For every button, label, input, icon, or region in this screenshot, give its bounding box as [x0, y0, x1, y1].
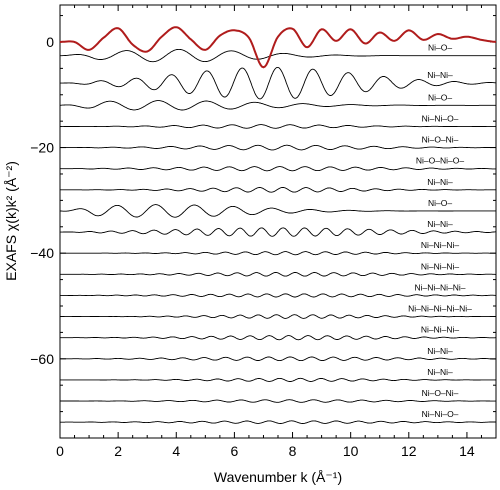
y-axis-title: EXAFS χ(k)k² (Å⁻²) — [3, 161, 19, 281]
path-trace — [60, 100, 496, 111]
y-tick-label: 0 — [46, 34, 54, 50]
path-trace — [60, 272, 496, 277]
x-tick-label: 0 — [56, 443, 64, 459]
path-label: Ni–O– — [428, 92, 452, 102]
path-label: Ni–O– — [428, 198, 452, 208]
path-labels: Ni–O–Ni–Ni–Ni–O–Ni–Ni–O–Ni–O–Ni–Ni–O–Ni–… — [408, 43, 472, 419]
path-label: Ni–Ni– — [427, 219, 453, 229]
path-trace — [60, 227, 496, 237]
path-label: Ni–Ni– — [427, 367, 453, 377]
x-tick-label: 4 — [172, 443, 180, 459]
path-trace — [60, 48, 496, 63]
x-axis-title: Wavenumber k (Å⁻¹) — [214, 469, 342, 485]
path-label: Ni–Ni– — [427, 346, 453, 356]
path-label: Ni–Ni–Ni–Ni–Ni– — [408, 304, 472, 314]
y-tick-label: −20 — [30, 140, 54, 156]
path-label: Ni–Ni–O– — [422, 409, 459, 419]
path-trace — [60, 314, 496, 319]
path-trace — [59, 66, 497, 100]
path-trace — [60, 124, 496, 129]
path-label: Ni–Ni–Ni– — [421, 325, 460, 335]
path-trace — [60, 335, 496, 341]
x-tick-label: 8 — [289, 443, 297, 459]
path-label: Ni–Ni–Ni– — [421, 240, 460, 250]
path-trace — [60, 144, 496, 151]
x-tick-label: 12 — [401, 443, 417, 459]
path-trace — [60, 293, 496, 298]
path-trace — [60, 420, 497, 424]
path-label: Ni–Ni–Ni– — [421, 261, 460, 271]
axis-ticks: 0 2 4 6 8 10 12 14 0 −20 −40 −60 — [30, 5, 497, 459]
path-label: Ni–O–Ni– — [422, 388, 459, 398]
y-tick-label: −40 — [30, 245, 54, 261]
path-label: Ni–Ni– — [427, 177, 453, 187]
x-tick-label: 10 — [343, 443, 359, 459]
path-traces — [59, 26, 497, 424]
path-label: Ni–Ni–Ni–Ni– — [414, 282, 465, 292]
path-trace — [60, 251, 496, 256]
path-trace — [60, 186, 496, 193]
path-trace — [59, 204, 496, 218]
path-label: Ni–O–Ni– — [422, 135, 459, 145]
path-trace — [60, 166, 496, 172]
path-label: Ni–Ni– — [427, 70, 453, 80]
y-tick-label: −60 — [30, 351, 54, 367]
path-label: Ni–O– — [428, 43, 452, 53]
path-label: Ni–Ni–O– — [422, 113, 459, 123]
path-trace — [60, 356, 496, 362]
x-tick-label: 14 — [459, 443, 475, 459]
path-label: Ni–O–Ni–O– — [416, 156, 464, 166]
path-trace — [60, 399, 496, 403]
path-trace — [60, 377, 497, 382]
x-tick-label: 6 — [231, 443, 239, 459]
total-trace — [59, 26, 497, 69]
x-tick-label: 2 — [114, 443, 122, 459]
